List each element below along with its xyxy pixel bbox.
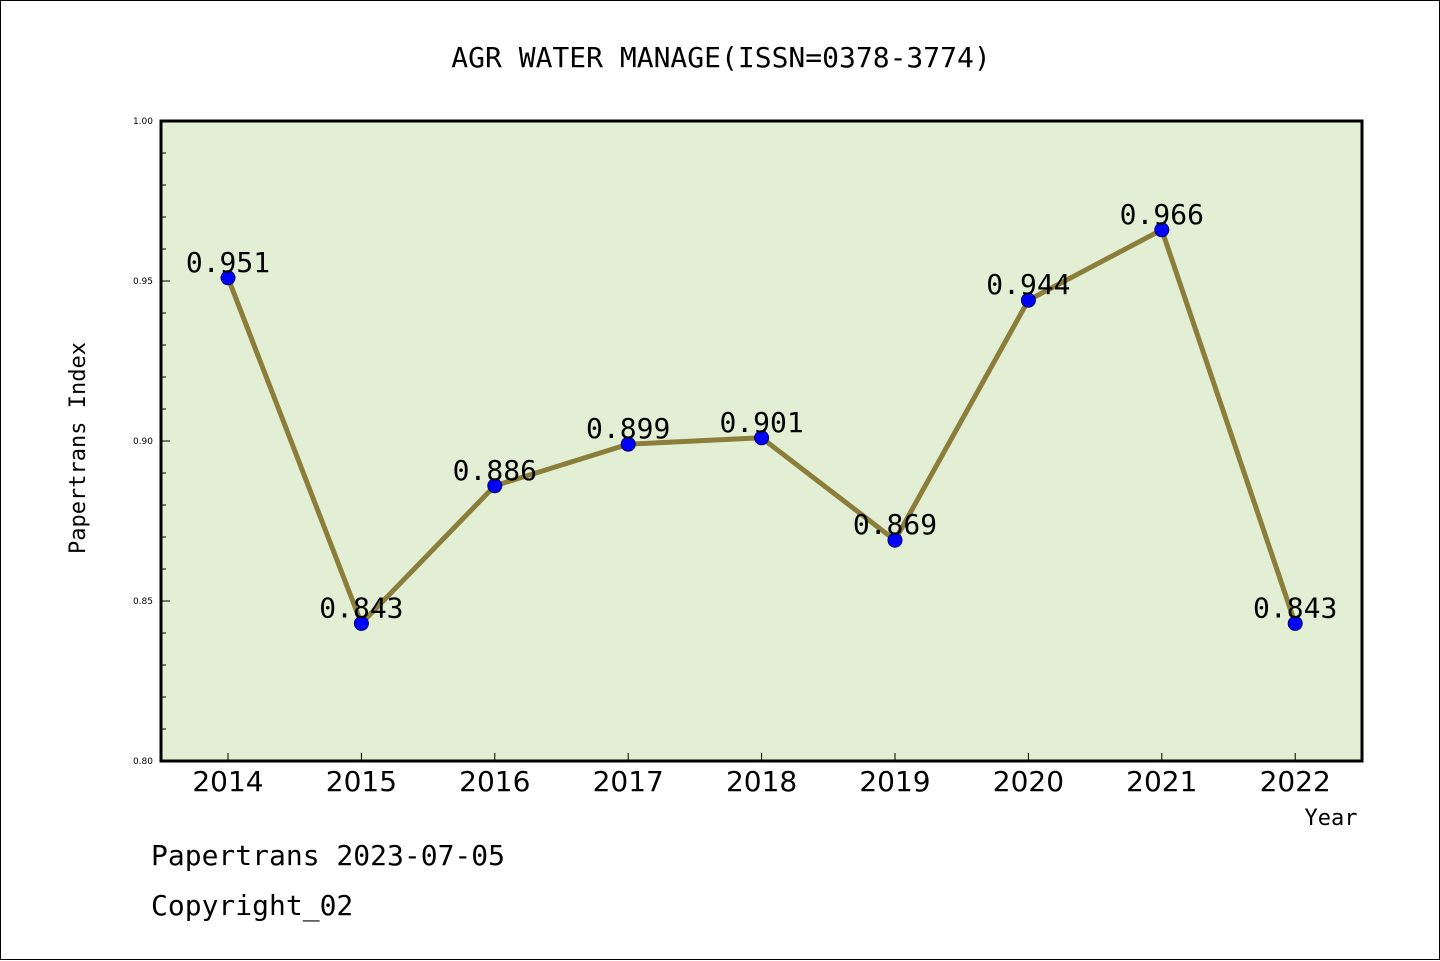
y-tick-label: 0.90 bbox=[133, 437, 153, 447]
series-markers bbox=[220, 222, 1303, 631]
data-point bbox=[1287, 615, 1303, 631]
data-label: 0.951 bbox=[186, 246, 270, 279]
x-axis-label: Year bbox=[1305, 806, 1358, 831]
plot-border bbox=[159, 119, 1364, 763]
data-point bbox=[1154, 222, 1170, 238]
data-point bbox=[1020, 292, 1036, 308]
x-axis-ticks: 2014 2015 2016 2017 2018 2019 2020 2021 2022 bbox=[192, 753, 1331, 798]
footer-date: Papertrans 2023-07-05 bbox=[151, 839, 505, 872]
y-tick-label: 0.80 bbox=[133, 757, 153, 767]
y-tick-label: 1.00 bbox=[133, 117, 153, 127]
x-tick-label: 2014 bbox=[192, 765, 263, 798]
data-label: 0.966 bbox=[1120, 198, 1204, 231]
x-tick-label: 2020 bbox=[993, 765, 1064, 798]
data-labels: 0.951 0.843 0.886 0.899 0.901 0.869 0.944 0.966… bbox=[186, 198, 1337, 625]
x-tick-label: 2022 bbox=[1260, 765, 1331, 798]
x-tick-label: 2017 bbox=[593, 765, 664, 798]
x-tick-label: 2016 bbox=[459, 765, 530, 798]
data-label: 0.944 bbox=[986, 268, 1070, 301]
y-tick-label: 0.95 bbox=[133, 277, 153, 287]
data-label: 0.899 bbox=[586, 412, 670, 445]
y-axis-label: Papertrans Index bbox=[66, 342, 91, 554]
data-label: 0.843 bbox=[319, 591, 403, 624]
data-label: 0.869 bbox=[853, 508, 937, 541]
x-tick-label: 2018 bbox=[726, 765, 797, 798]
x-tick-label: 2021 bbox=[1126, 765, 1197, 798]
data-point bbox=[754, 430, 770, 446]
data-point bbox=[887, 532, 903, 548]
footer-copyright: Copyright_02 bbox=[151, 889, 353, 923]
data-point bbox=[353, 615, 369, 631]
chart-title: AGR WATER MANAGE(ISSN=0378-3774) bbox=[451, 41, 990, 74]
x-tick-label: 2015 bbox=[326, 765, 397, 798]
data-label: 0.843 bbox=[1253, 591, 1337, 624]
data-label: 0.901 bbox=[719, 406, 803, 439]
data-point bbox=[620, 436, 636, 452]
x-tick-label: 2019 bbox=[859, 765, 930, 798]
data-label: 0.886 bbox=[453, 454, 537, 487]
data-point bbox=[487, 478, 503, 494]
y-tick-label: 0.85 bbox=[133, 597, 153, 607]
data-point bbox=[220, 270, 236, 286]
